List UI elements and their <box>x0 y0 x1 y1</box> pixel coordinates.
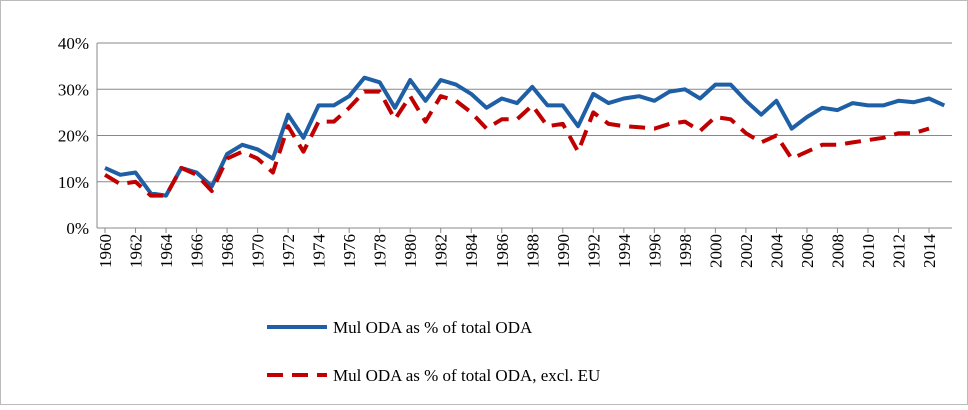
x-tick-label: 1986 <box>493 234 512 268</box>
legend-label: Mul ODA as % of total ODA, excl. EU <box>333 366 600 385</box>
x-tick-label: 1972 <box>279 234 298 268</box>
data-line <box>104 75 946 198</box>
x-tick-label: 1992 <box>584 234 603 268</box>
x-tick-label: 2014 <box>920 234 939 269</box>
x-tick-label: 1962 <box>127 234 146 268</box>
x-tick-label: 1976 <box>340 234 359 268</box>
x-tick-label: 2004 <box>767 234 786 269</box>
legend-label: Mul ODA as % of total ODA <box>333 318 533 337</box>
x-tick-label: 2012 <box>890 234 909 268</box>
x-tick-label: 1960 <box>96 234 115 268</box>
y-tick-label: 30% <box>58 80 89 99</box>
x-tick-label: 2002 <box>737 234 756 268</box>
x-tick-label: 2000 <box>706 234 725 268</box>
x-tick-label: 1964 <box>157 234 176 269</box>
x-tick-label: 1998 <box>676 234 695 268</box>
x-tick-label: 1974 <box>310 234 329 269</box>
x-tick-label: 1982 <box>432 234 451 268</box>
x-tick-label: 1996 <box>645 234 664 268</box>
x-tick-label: 1994 <box>615 234 634 269</box>
x-tick-label: 1978 <box>371 234 390 268</box>
x-tick-label: 1984 <box>462 234 481 269</box>
x-tick-label: 2010 <box>859 234 878 268</box>
y-tick-label: 40% <box>58 34 89 53</box>
x-tick-label: 2008 <box>828 234 847 268</box>
x-tick-label: 1990 <box>554 234 573 268</box>
x-tick-label: 1980 <box>401 234 420 268</box>
y-tick-label: 20% <box>58 127 89 146</box>
x-tick-label: 1968 <box>218 234 237 268</box>
x-tick-label: 1988 <box>523 234 542 268</box>
y-tick-label: 10% <box>58 173 89 192</box>
x-tick-label: 1966 <box>188 234 207 268</box>
x-tick-label: 2006 <box>798 234 817 268</box>
y-tick-label: 0% <box>66 219 89 238</box>
x-tick-label: 1970 <box>249 234 268 268</box>
